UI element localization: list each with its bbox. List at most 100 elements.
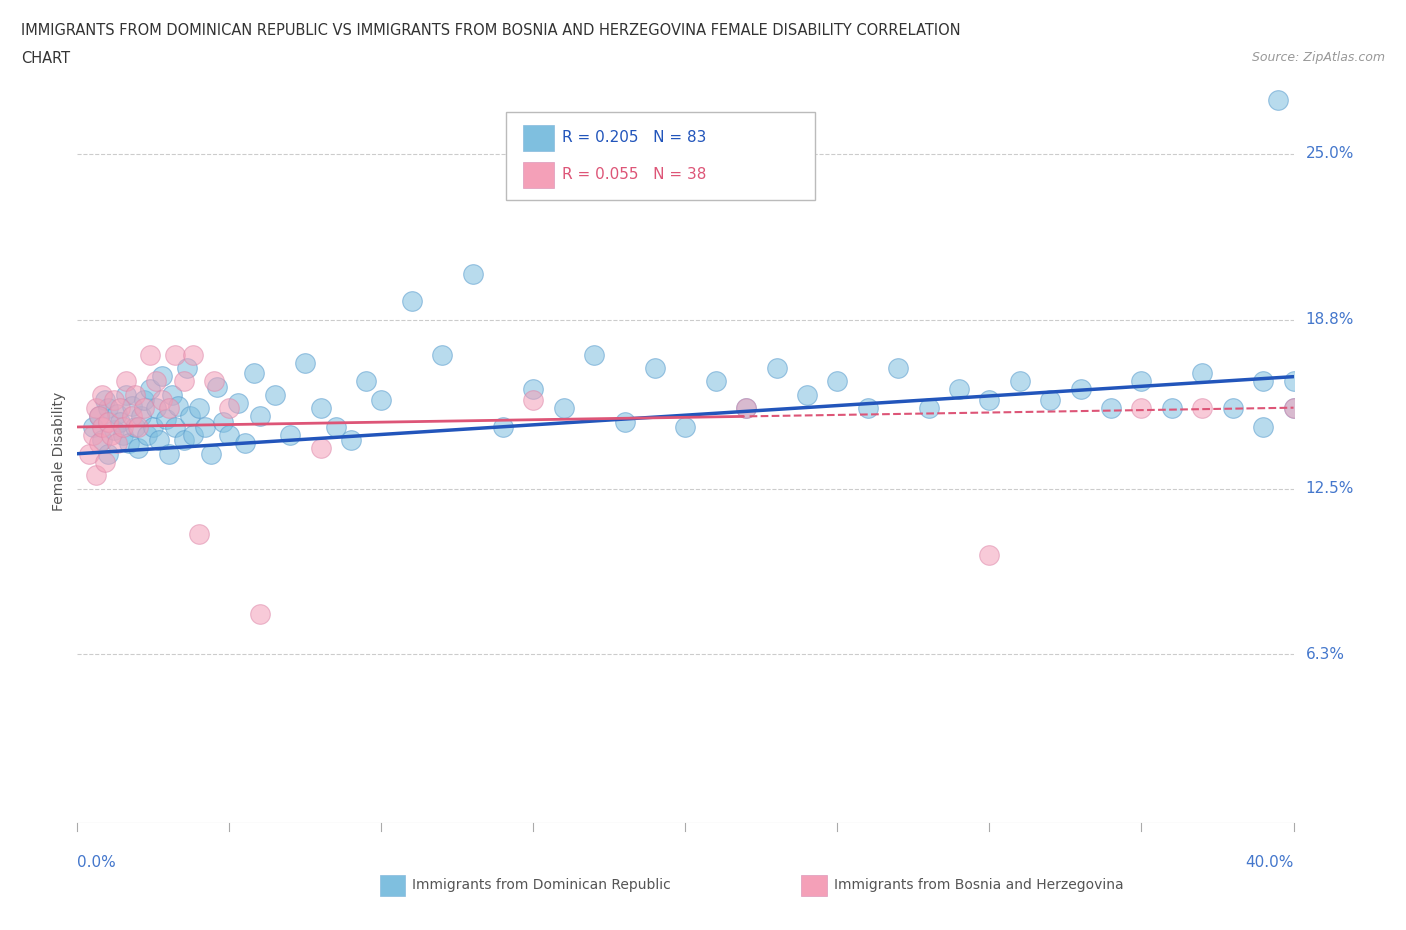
- Point: [1222, 401, 1244, 416]
- Point: [173, 432, 195, 447]
- Text: Immigrants from Bosnia and Herzegovina: Immigrants from Bosnia and Herzegovina: [834, 878, 1123, 893]
- Point: [152, 368, 174, 383]
- Text: R = 0.205   N = 83: R = 0.205 N = 83: [562, 130, 707, 145]
- Point: [121, 409, 143, 424]
- Point: [1130, 374, 1153, 389]
- Point: [115, 388, 138, 403]
- Point: [173, 374, 195, 389]
- Point: [735, 401, 758, 416]
- Point: [145, 374, 167, 389]
- Point: [294, 355, 316, 370]
- Point: [492, 419, 515, 434]
- Point: [100, 428, 122, 443]
- Point: [309, 441, 332, 456]
- Point: [87, 409, 110, 424]
- Point: [1251, 419, 1274, 434]
- Point: [103, 392, 125, 407]
- Point: [979, 548, 1001, 563]
- Point: [583, 347, 606, 362]
- Point: [111, 428, 134, 443]
- Point: [218, 401, 240, 416]
- Text: Immigrants from Dominican Republic: Immigrants from Dominican Republic: [412, 878, 671, 893]
- Text: CHART: CHART: [21, 51, 70, 66]
- Point: [1191, 401, 1213, 416]
- Point: [97, 446, 120, 461]
- Point: [90, 388, 112, 403]
- Point: [401, 294, 423, 309]
- Text: Source: ZipAtlas.com: Source: ZipAtlas.com: [1251, 51, 1385, 64]
- Point: [1039, 392, 1062, 407]
- Point: [1282, 401, 1305, 416]
- Point: [1008, 374, 1031, 389]
- Point: [142, 419, 165, 434]
- Point: [1282, 401, 1305, 416]
- Point: [148, 432, 170, 447]
- Text: 40.0%: 40.0%: [1246, 856, 1294, 870]
- Point: [309, 401, 332, 416]
- Point: [205, 379, 228, 394]
- Point: [79, 446, 101, 461]
- Point: [325, 419, 347, 434]
- Point: [1099, 401, 1122, 416]
- Point: [121, 398, 143, 413]
- Point: [1282, 374, 1305, 389]
- Point: [157, 446, 180, 461]
- Point: [145, 401, 167, 416]
- Text: 25.0%: 25.0%: [1306, 147, 1354, 162]
- Text: R = 0.055   N = 38: R = 0.055 N = 38: [562, 167, 707, 182]
- Point: [160, 388, 183, 403]
- Point: [105, 406, 128, 421]
- Point: [103, 422, 125, 437]
- Point: [84, 468, 107, 483]
- Point: [354, 374, 377, 389]
- Point: [202, 374, 225, 389]
- Point: [188, 401, 211, 416]
- Point: [108, 401, 131, 416]
- Point: [82, 428, 104, 443]
- Point: [218, 428, 240, 443]
- Point: [704, 374, 727, 389]
- Text: 12.5%: 12.5%: [1306, 481, 1354, 496]
- Point: [887, 361, 910, 376]
- Point: [127, 441, 149, 456]
- Point: [84, 401, 107, 416]
- Point: [97, 401, 120, 416]
- Point: [136, 428, 159, 443]
- Point: [249, 409, 271, 424]
- Point: [124, 388, 146, 403]
- Text: IMMIGRANTS FROM DOMINICAN REPUBLIC VS IMMIGRANTS FROM BOSNIA AND HERZEGOVINA FEM: IMMIGRANTS FROM DOMINICAN REPUBLIC VS IM…: [21, 23, 960, 38]
- Point: [179, 409, 201, 424]
- Point: [613, 414, 636, 429]
- Point: [264, 388, 287, 403]
- Point: [105, 435, 128, 450]
- Point: [188, 526, 211, 541]
- Point: [115, 374, 138, 389]
- Point: [157, 401, 180, 416]
- Point: [139, 382, 162, 397]
- Point: [181, 347, 204, 362]
- Point: [127, 419, 149, 434]
- Point: [1070, 382, 1092, 397]
- Point: [1267, 93, 1289, 108]
- Point: [553, 401, 575, 416]
- Point: [163, 347, 186, 362]
- Text: 18.8%: 18.8%: [1306, 312, 1354, 327]
- Point: [93, 455, 115, 470]
- Point: [1191, 366, 1213, 381]
- Point: [111, 419, 134, 434]
- Point: [522, 392, 544, 407]
- Point: [152, 392, 174, 407]
- Y-axis label: Female Disability: Female Disability: [52, 392, 66, 511]
- Point: [155, 411, 177, 426]
- Point: [90, 419, 112, 434]
- Point: [139, 347, 162, 362]
- Point: [979, 392, 1001, 407]
- Text: 0.0%: 0.0%: [77, 856, 117, 870]
- Point: [108, 414, 131, 429]
- Point: [194, 419, 217, 434]
- Point: [93, 392, 115, 407]
- Point: [675, 419, 697, 434]
- Point: [233, 435, 256, 450]
- Point: [522, 382, 544, 397]
- Point: [278, 428, 301, 443]
